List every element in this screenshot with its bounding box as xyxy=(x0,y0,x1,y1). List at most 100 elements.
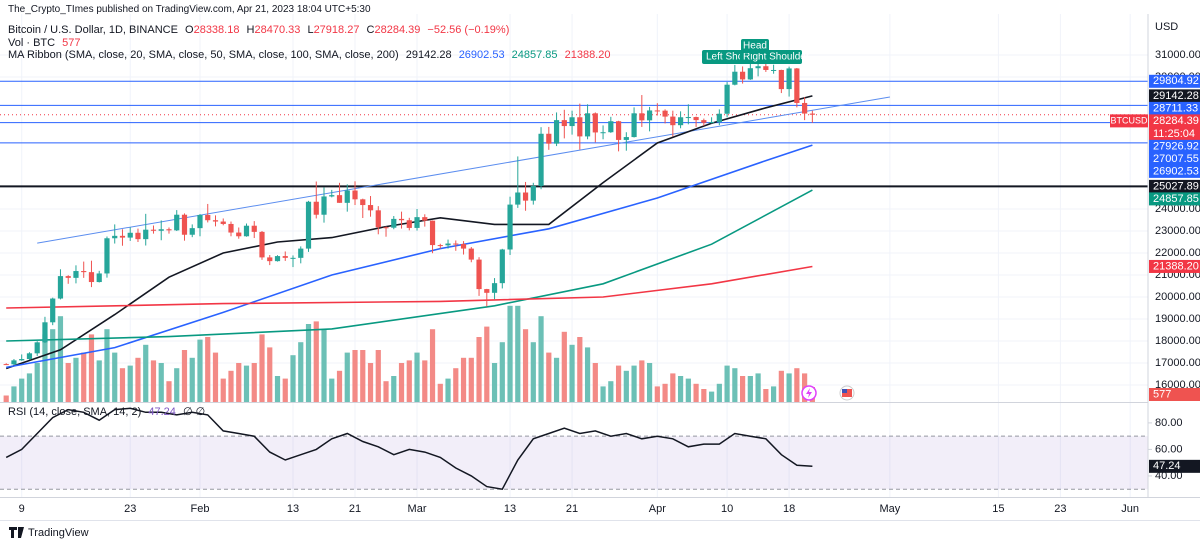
price-label: 29804.92 xyxy=(1153,75,1199,87)
volume-bar xyxy=(437,383,443,402)
candle-body xyxy=(445,243,451,246)
volume-bar xyxy=(236,363,242,402)
candle-body xyxy=(336,195,343,203)
candle-body xyxy=(724,84,730,114)
candle-body xyxy=(639,113,645,121)
price-label-box xyxy=(1149,74,1200,88)
volume-bar xyxy=(398,363,405,402)
tv-logo xyxy=(9,527,24,538)
price-label-box xyxy=(1149,114,1200,141)
l-key: L xyxy=(307,24,314,36)
candle-body xyxy=(267,257,273,262)
price-label: 28711.33 xyxy=(1153,102,1198,114)
volume-bar xyxy=(127,365,133,402)
candle-body xyxy=(786,68,792,90)
volume-bar xyxy=(336,370,343,402)
candle-body xyxy=(383,227,389,229)
candle-body xyxy=(305,201,312,249)
candle-body xyxy=(739,71,746,80)
rsi-band xyxy=(0,436,1148,490)
volume-bar xyxy=(546,352,552,402)
volume-bar xyxy=(3,395,9,402)
candle-body xyxy=(569,117,575,127)
volume-bar xyxy=(96,360,102,402)
candle-body xyxy=(468,248,474,260)
volume-bar xyxy=(484,326,490,402)
axis-labels: 16000.00 17000.00 18000.00 19000.00 20000.00… xyxy=(1110,49,1200,482)
volume-bar xyxy=(677,376,684,402)
countdown: 11:25:04 xyxy=(1153,128,1195,140)
candle-body xyxy=(375,210,381,228)
right-shoulder-box xyxy=(740,50,802,64)
candle-body xyxy=(608,121,614,133)
candle-body xyxy=(615,121,622,140)
candle-body xyxy=(499,249,505,284)
volume-bar xyxy=(755,373,761,402)
volume-bar xyxy=(522,329,529,402)
price-label: 27007.55 xyxy=(1153,153,1199,165)
candle-body xyxy=(453,243,459,245)
candle-body xyxy=(577,117,583,137)
publisher-line: The_Crypto_TImes published on TradingVie… xyxy=(8,4,375,15)
candle-body xyxy=(81,271,87,273)
change: −52.56 (−0.19%) xyxy=(427,24,510,36)
volume-bar xyxy=(305,324,312,402)
volume-bar xyxy=(104,329,110,402)
price-label-box xyxy=(1149,164,1200,178)
volume-label: 577 xyxy=(1153,388,1171,400)
candle-body xyxy=(96,273,102,283)
volume-bar xyxy=(476,337,482,402)
candle-body xyxy=(732,71,738,85)
y-tick-label: 22000.00 xyxy=(1155,247,1200,259)
candle-body xyxy=(414,217,420,228)
volume-bar xyxy=(569,344,575,402)
volume-bar xyxy=(251,363,257,402)
candle-body xyxy=(592,113,598,133)
candle-body xyxy=(150,229,157,231)
candle-body xyxy=(794,68,800,103)
y-tick-label: 23000.00 xyxy=(1155,225,1200,237)
volume-bar xyxy=(143,344,149,402)
volume-bar xyxy=(453,368,459,402)
volume-bar xyxy=(716,383,722,402)
volume-bar xyxy=(623,370,629,402)
candle-body xyxy=(809,113,815,115)
ma-line: MA Ribbon (SMA, close, 20, SMA, close, 5… xyxy=(8,49,614,61)
volume-bar xyxy=(429,329,436,402)
volume-bar xyxy=(57,316,64,402)
candle-body xyxy=(437,245,443,247)
head-box xyxy=(741,39,769,53)
volume-bar xyxy=(150,360,157,402)
plot xyxy=(0,55,1148,491)
ma20-value: 29142.28 xyxy=(405,49,452,61)
candle-body xyxy=(112,235,118,239)
volume-bar xyxy=(212,352,219,402)
volume-bar xyxy=(34,363,40,402)
volume-bar xyxy=(259,334,265,402)
volume-bar xyxy=(724,365,730,402)
candle-body xyxy=(228,223,234,233)
candle-body xyxy=(662,110,668,117)
candle-body xyxy=(763,66,769,70)
price-label-box xyxy=(1149,139,1200,153)
volume-bar xyxy=(321,329,327,402)
volume-bar xyxy=(228,370,234,402)
volume-bar xyxy=(26,373,33,402)
volume-bar xyxy=(460,357,467,402)
ma50-value: 26902.53 xyxy=(458,49,505,61)
volume-bar xyxy=(701,389,707,402)
candle-body xyxy=(398,218,405,221)
volume-bar xyxy=(693,383,699,402)
volume-bar xyxy=(422,360,428,402)
candle-body xyxy=(65,276,71,278)
volume-bar xyxy=(515,305,521,402)
volume-bar xyxy=(50,329,56,402)
right-shoulder-label: Right Shoulder xyxy=(743,52,810,63)
candle-body xyxy=(205,214,211,221)
volume-bar xyxy=(267,347,273,402)
vol-value: 577 xyxy=(62,37,81,49)
x-tick-label: May xyxy=(879,503,900,515)
price-label: 27926.92 xyxy=(1153,140,1199,152)
candle-body xyxy=(693,117,699,121)
candle-body xyxy=(57,276,64,299)
